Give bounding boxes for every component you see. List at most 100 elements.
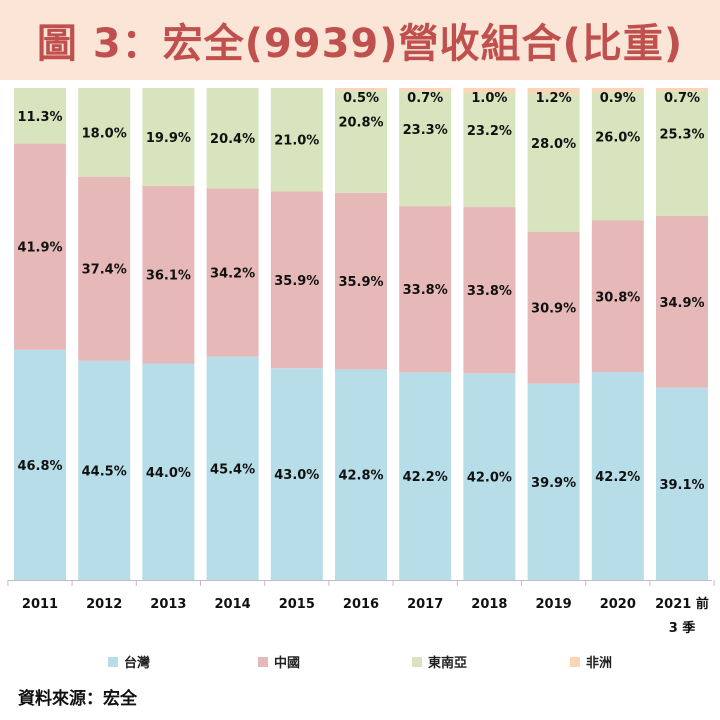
bar-segment bbox=[78, 88, 131, 177]
data-label: 42.2% bbox=[595, 470, 640, 485]
bar-segment bbox=[527, 88, 580, 94]
data-label: 34.2% bbox=[210, 267, 255, 282]
bar-segment bbox=[14, 88, 66, 144]
data-label: 20.8% bbox=[338, 116, 383, 131]
data-label: 20.4% bbox=[210, 132, 255, 147]
x-tick-label: 2013 bbox=[150, 597, 186, 612]
legend-label: 東南亞 bbox=[428, 656, 468, 671]
bar-segment bbox=[206, 188, 259, 357]
bar-segment bbox=[463, 373, 516, 580]
data-label: 11.3% bbox=[17, 110, 62, 125]
data-label: 1.2% bbox=[536, 91, 572, 106]
data-label: 34.9% bbox=[659, 296, 704, 311]
chart-legend: 台灣 中國 東南亞 非洲 bbox=[0, 652, 720, 676]
data-label: 25.3% bbox=[659, 128, 704, 143]
bar-segment bbox=[463, 88, 516, 93]
legend-swatch bbox=[258, 656, 268, 667]
legend-label: 中國 bbox=[274, 656, 301, 671]
data-label: 30.9% bbox=[531, 302, 576, 317]
bar-segment bbox=[335, 192, 387, 370]
data-label: 33.8% bbox=[467, 284, 512, 299]
data-label: 39.9% bbox=[531, 476, 576, 491]
bar-segment bbox=[142, 88, 195, 186]
data-label: 0.7% bbox=[407, 91, 443, 106]
source-note: 資料來源：宏全 bbox=[18, 689, 137, 709]
data-label: 46.8% bbox=[17, 459, 62, 474]
data-label: 23.3% bbox=[403, 123, 448, 138]
bar-segment bbox=[656, 387, 708, 580]
bar-segment bbox=[78, 360, 131, 580]
bar-segment bbox=[463, 92, 516, 208]
data-label: 45.4% bbox=[210, 462, 255, 477]
bar-segment bbox=[78, 176, 131, 361]
legend-item: 非洲 bbox=[570, 652, 612, 671]
data-label: 41.9% bbox=[17, 241, 62, 256]
x-tick-label: 3 季 bbox=[669, 620, 696, 636]
legend-label: 非洲 bbox=[586, 656, 613, 671]
bar-segment bbox=[206, 88, 259, 189]
bar-segment bbox=[14, 143, 66, 350]
data-label: 33.8% bbox=[403, 283, 448, 298]
x-tick-label: 2015 bbox=[279, 597, 315, 612]
data-label: 39.1% bbox=[659, 478, 704, 493]
data-label: 35.9% bbox=[274, 274, 319, 289]
legend-swatch bbox=[570, 656, 580, 667]
data-label: 42.0% bbox=[467, 471, 512, 486]
bar-segment bbox=[399, 372, 452, 580]
bar-segment bbox=[270, 368, 323, 580]
chart-title: 圖 3：宏全(9939)營收組合(比重) bbox=[36, 21, 684, 67]
bar-segment bbox=[591, 88, 644, 93]
x-tick-label: 2020 bbox=[600, 597, 636, 612]
bar-segment bbox=[463, 207, 516, 374]
data-label: 26.0% bbox=[595, 130, 640, 145]
x-tick-label: 2017 bbox=[407, 597, 443, 612]
bar-segment bbox=[399, 206, 452, 373]
data-label: 42.2% bbox=[403, 470, 448, 485]
bar-segment bbox=[527, 93, 580, 232]
data-label: 44.0% bbox=[146, 466, 191, 481]
data-label: 28.0% bbox=[531, 137, 576, 152]
data-label: 30.8% bbox=[595, 290, 640, 305]
bar-segment bbox=[527, 231, 580, 384]
data-label: 23.2% bbox=[467, 124, 512, 139]
data-label: 0.9% bbox=[600, 91, 636, 106]
bar-segment bbox=[142, 363, 195, 580]
legend-swatch bbox=[412, 656, 422, 667]
bar-segment bbox=[335, 369, 387, 580]
bar-segment bbox=[142, 185, 195, 364]
data-label: 43.0% bbox=[274, 468, 319, 483]
bar-segment bbox=[527, 383, 580, 580]
title-band: 圖 3：宏全(9939)營收組合(比重) bbox=[0, 0, 720, 80]
data-label: 21.0% bbox=[274, 134, 319, 149]
stacked-bar-chart: 46.8% 41.9% 11.3% 2011 44.5% 37.4% 18.0% 2012 44… bbox=[7, 88, 715, 636]
bar-segment bbox=[591, 92, 644, 221]
bar-segment bbox=[656, 215, 708, 388]
bar-segment bbox=[656, 91, 708, 216]
x-tick-label: 2019 bbox=[536, 597, 572, 612]
legend-swatch bbox=[108, 656, 118, 667]
bar-segment bbox=[14, 349, 66, 580]
data-label: 44.5% bbox=[82, 464, 127, 479]
data-label: 0.7% bbox=[664, 91, 700, 106]
data-label: 36.1% bbox=[146, 269, 191, 284]
x-tick-label: 2014 bbox=[215, 597, 251, 612]
bar-segment bbox=[335, 88, 387, 91]
bar-segment bbox=[591, 372, 644, 580]
bar-segment bbox=[335, 90, 387, 193]
legend-item: 台灣 bbox=[108, 652, 150, 671]
x-tick-label: 2018 bbox=[471, 597, 507, 612]
bar-segment bbox=[656, 88, 708, 92]
data-label: 0.5% bbox=[343, 91, 379, 106]
data-label: 35.9% bbox=[338, 275, 383, 290]
bar-segment bbox=[206, 356, 259, 580]
x-tick-label: 2016 bbox=[343, 597, 379, 612]
bar-segment bbox=[399, 88, 452, 92]
bar-segment bbox=[270, 88, 323, 192]
legend-item: 中國 bbox=[258, 652, 300, 671]
bar-segment bbox=[591, 220, 644, 373]
x-tick-label: 2021 前 bbox=[655, 596, 709, 612]
data-label: 18.0% bbox=[82, 126, 127, 141]
bar-segment bbox=[270, 191, 323, 369]
x-tick-label: 2012 bbox=[86, 597, 122, 612]
data-label: 1.0% bbox=[471, 91, 507, 106]
